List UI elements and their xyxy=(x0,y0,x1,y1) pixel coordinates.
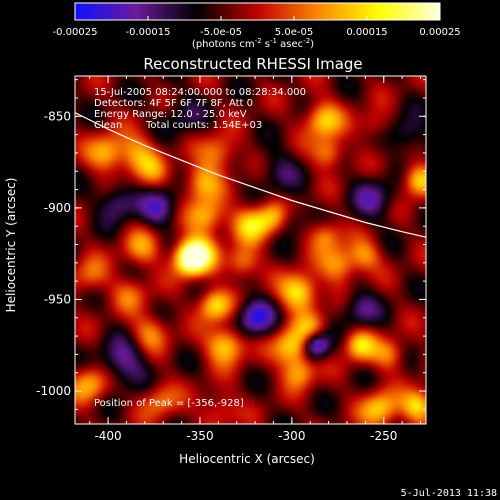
x-tick-label: -250 xyxy=(370,429,397,443)
annotation-energy-range: Energy Range: 12.0 - 25.0 keV xyxy=(94,109,247,120)
y-tick-label: -950 xyxy=(44,292,71,306)
x-tick-label: -300 xyxy=(278,429,305,443)
annotation-total-counts: Total counts: 1.54E+03 xyxy=(145,120,262,131)
colorbar-tick-label: 0.00015 xyxy=(346,27,387,38)
footer-timestamp: 5-Jul-2013 11:38 xyxy=(401,488,497,499)
colorbar-tick-label: -0.00015 xyxy=(126,27,171,38)
y-tick-label: -1000 xyxy=(36,384,71,398)
x-tick-label: -400 xyxy=(94,429,121,443)
annotation-time-range: 15-Jul-2005 08:24:00.000 to 08:28:34.000 xyxy=(94,87,306,98)
colorbar-tick-label: -0.00025 xyxy=(53,27,98,38)
colorbar-gradient xyxy=(74,2,441,21)
y-tick-label: -900 xyxy=(44,201,71,215)
colorbar: -0.00025 -0.00015 -5.0e-05 5.0e-05 0.00015 0.… xyxy=(53,2,461,38)
heatmap-image xyxy=(75,76,426,424)
colorbar-units-label: (photons cm-2 s-1 asec-2) xyxy=(192,37,314,50)
y-axis-label: Heliocentric Y (arcsec) xyxy=(4,178,18,313)
colorbar-tick-label: 0.00025 xyxy=(419,27,460,38)
solar-limb-line xyxy=(74,112,427,238)
colorbar-tick-label: 5.0e-05 xyxy=(275,27,313,38)
colorbar-tick-label: -5.0e-05 xyxy=(200,27,242,38)
plot-frame xyxy=(74,75,427,425)
heatmap-plot-area: -400 -350 -300 -250 -850 -900 -950 -1000 15-Jul-… xyxy=(36,75,427,443)
annotation-peak-position: Position of Peak = [-356,-928] xyxy=(94,398,244,409)
x-tick-label: -350 xyxy=(186,429,213,443)
x-axis-label: Heliocentric X (arcsec) xyxy=(179,452,315,466)
chart-title: Reconstructed RHESSI Image xyxy=(143,55,362,73)
y-tick-label: -850 xyxy=(44,109,71,123)
annotation-clean: Clean xyxy=(94,120,122,131)
annotation-detectors: Detectors: 4F 5F 6F 7F 8F, Att 0 xyxy=(94,98,253,109)
